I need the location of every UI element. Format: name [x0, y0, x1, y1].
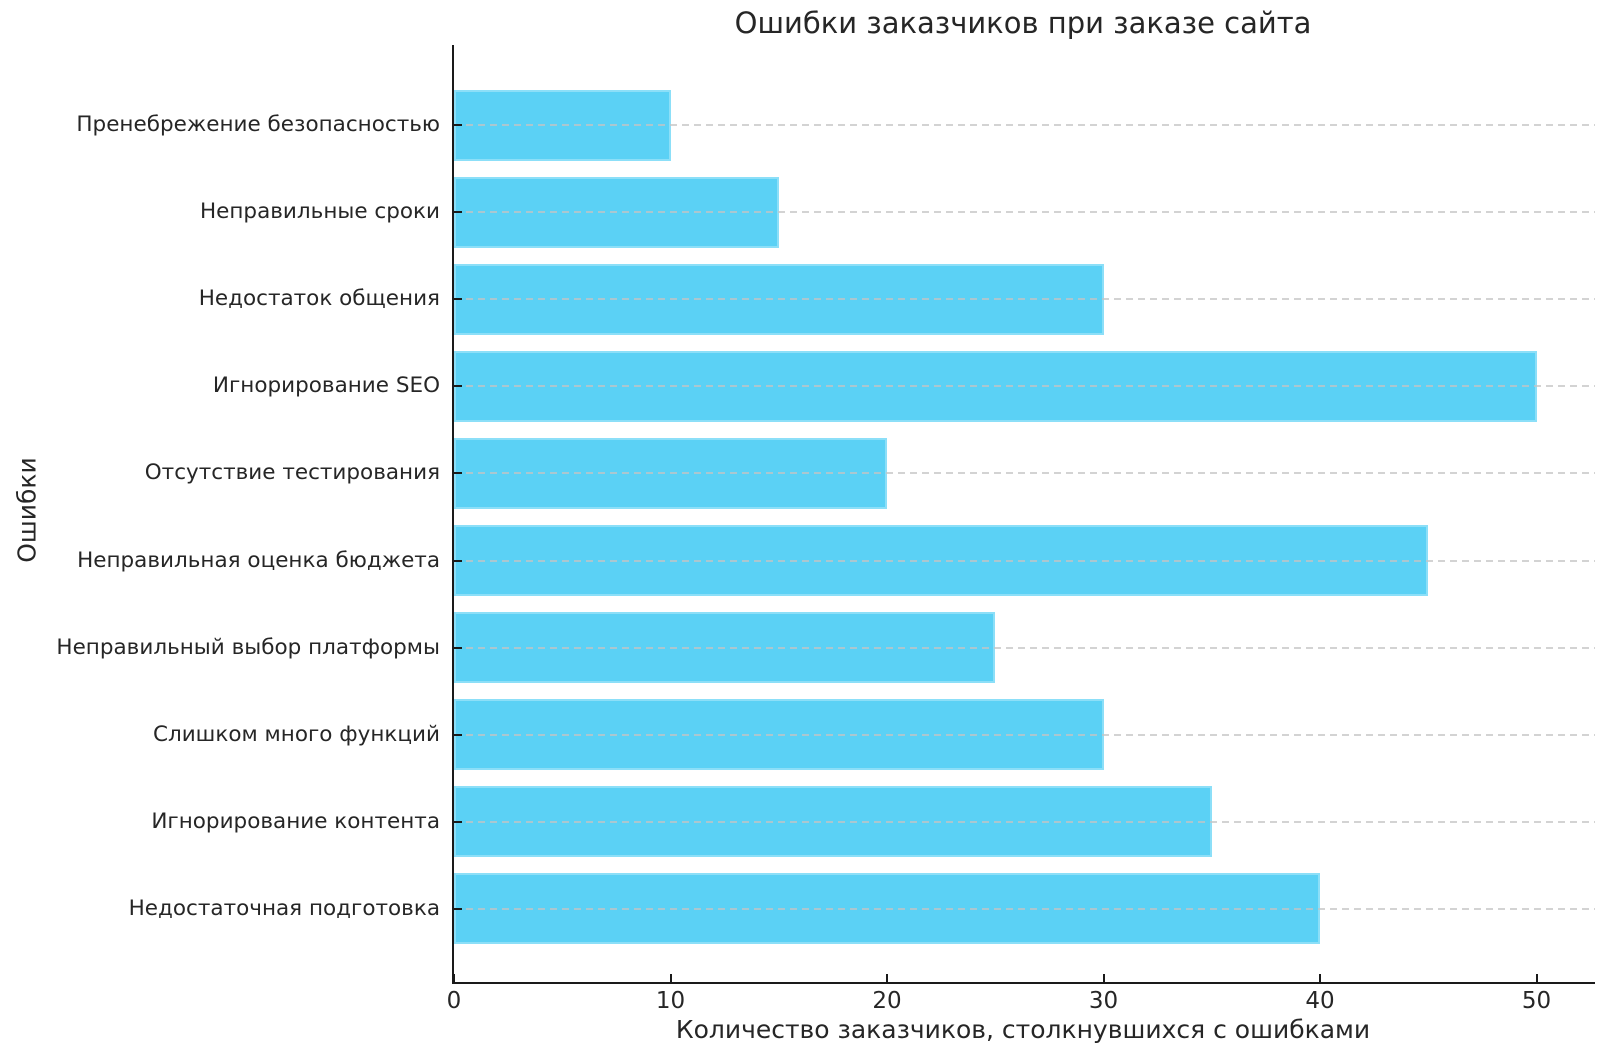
x-tick-label-0: 0 — [446, 988, 462, 1014]
chart-title: Ошибки заказчиков при заказе сайта — [734, 6, 1312, 40]
gridline — [454, 472, 1595, 475]
x-tick-mark — [1102, 974, 1105, 982]
gridline — [454, 124, 1595, 126]
y-tick-mark — [454, 211, 462, 214]
y-tick-label-2: Недостаток общения — [198, 286, 440, 312]
y-tick-mark — [454, 646, 462, 649]
y-tick-label-9: Недостаточная подготовка — [128, 895, 440, 921]
y-tick-label-5: Неправильная оценка бюджета — [77, 547, 440, 573]
y-tick-label-1: Неправильные сроки — [199, 199, 440, 225]
y-tick-mark — [454, 124, 462, 126]
gridline — [454, 298, 1595, 301]
y-tick-label-8: Игнорирование контента — [151, 808, 440, 834]
x-tick-mark — [1319, 974, 1322, 982]
y-tick-label-4: Отсутствие тестирования — [144, 460, 440, 486]
plot-area — [452, 45, 1595, 984]
y-tick-mark — [454, 298, 462, 301]
y-tick-mark — [454, 820, 462, 823]
y-tick-label-3: Игнорирование SEO — [212, 373, 440, 399]
x-tick-label-4: 40 — [1305, 988, 1335, 1014]
y-tick-mark — [454, 907, 462, 910]
y-tick-label-7: Слишком много функций — [152, 721, 440, 747]
y-tick-mark — [454, 472, 462, 475]
gridline — [454, 385, 1595, 388]
gridline — [454, 907, 1595, 910]
gridline — [454, 733, 1595, 736]
x-tick-mark — [453, 974, 455, 982]
x-tick-label-3: 30 — [1088, 988, 1119, 1014]
x-tick-label-2: 20 — [872, 988, 902, 1014]
gridline — [454, 559, 1595, 562]
y-tick-label-6: Неправильный выбор платформы — [56, 634, 440, 660]
gridline — [454, 646, 1595, 649]
x-tick-mark — [669, 974, 672, 982]
gridline — [454, 211, 1595, 214]
y-tick-label-0: Пренебрежение безопасностью — [76, 112, 440, 137]
y-tick-mark — [454, 385, 462, 388]
x-tick-label-5: 50 — [1521, 988, 1552, 1014]
x-tick-mark — [1535, 974, 1538, 982]
y-tick-mark — [454, 559, 462, 562]
x-tick-mark — [886, 974, 889, 982]
x-axis-label: Количество заказчиков, столкнувшихся с о… — [675, 1015, 1371, 1044]
y-tick-mark — [454, 733, 462, 736]
x-tick-label-1: 10 — [655, 988, 686, 1014]
gridline — [454, 820, 1595, 823]
